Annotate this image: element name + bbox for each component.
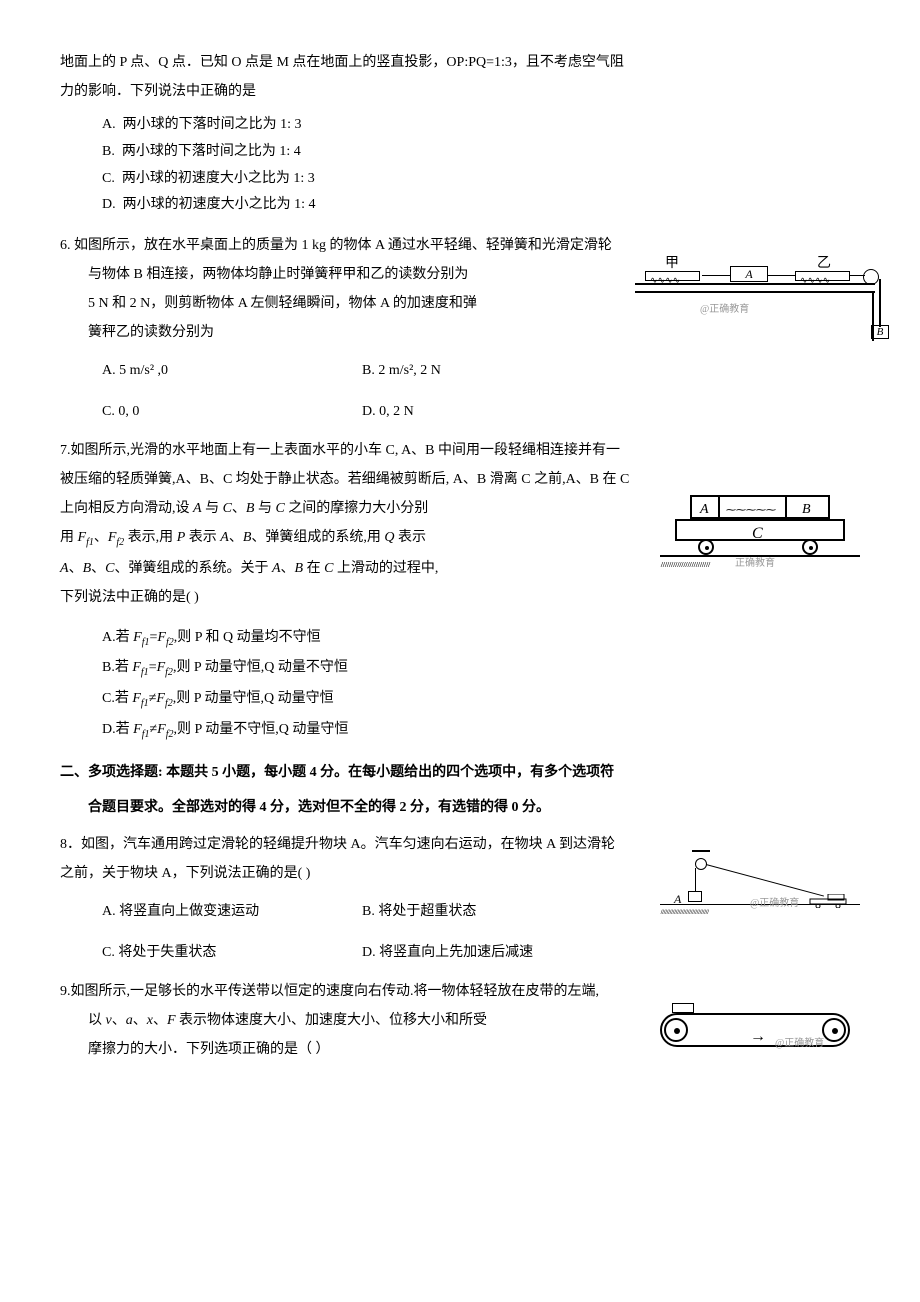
ff2-sym: Ff2: [108, 530, 124, 545]
q6-stem-4: 簧秤乙的读数分别为: [60, 320, 580, 345]
q7-figure: A ⁓⁓⁓⁓⁓ B C //////////////////////// 正确教…: [660, 493, 860, 573]
fig8-block-a: [688, 891, 702, 902]
fig7-a-divider: [718, 497, 720, 517]
q9-block: 9.如图所示,一足够长的水平传送带以恒定的速度向右传动.将一物体轻轻放在皮带的左…: [60, 979, 860, 1063]
q5-option-d: D. 两小球的初速度大小之比为 1: 4: [60, 192, 860, 219]
q5-option-c-text: 两小球的初速度大小之比为 1: 3: [122, 171, 315, 186]
fig8-watermark: @正确教育: [750, 895, 799, 913]
q7-stem-5: A、B、C、弹簧组成的系统。关于 A、B 在 C 上滑动的过程中,: [60, 556, 580, 581]
q6-stem-2: 与物体 B 相连接，两物体均静止时弹簧秤甲和乙的读数分别为: [60, 262, 580, 287]
fig6-watermark: @正确教育: [700, 301, 749, 319]
fig7-wheel-left: [698, 539, 714, 555]
q6-stem-3: 5 N 和 2 N，则剪断物体 A 左侧轻绳瞬间，物体 A 的加速度和弹: [60, 291, 580, 316]
q9-stem-2: 以 v、a、x、F 表示物体速度大小、加速度大小、位移大小和所受: [60, 1008, 590, 1033]
fig8-rope-vertical: [695, 868, 696, 892]
q7-stem-2: 被压缩的轻质弹簧,A、B、C 均处于静止状态。若细绳被剪断后, A、B 滑离 C…: [60, 467, 860, 492]
q7-option-a: A.若 Ff1=Ff2,则 P 和 Q 动量均不守恒: [60, 623, 860, 654]
q8-option-c: C. 将处于失重状态: [102, 940, 362, 965]
q7-stem-6: 下列说法中正确的是( ): [60, 585, 580, 610]
fig8-rope-diagonal: [706, 864, 824, 897]
q7-option-d: D.若 Ff1≠Ff2,则 P 动量不守恒,Q 动量守恒: [60, 715, 860, 746]
q6-block: 6. 如图所示，放在水平桌面上的质量为 1 kg 的物体 A 通过水平轻绳、轻弹…: [60, 233, 860, 424]
q6-option-a: A. 5 m/s² ,0: [102, 358, 362, 383]
section2-heading-1: 二、多项选择题: 本题共 5 小题，每小题 4 分。在每小题给出的四个选项中，有…: [60, 760, 860, 785]
q6-options-row1: A. 5 m/s² ,0 B. 2 m/s², 2 N: [60, 358, 860, 383]
q8-options-row2: C. 将处于失重状态 D. 将竖直向上先加速后减速: [60, 940, 860, 965]
q5-option-d-text: 两小球的初速度大小之比为 1: 4: [123, 197, 316, 212]
fig8-mount: [692, 850, 710, 858]
fig9-roller-left: [664, 1018, 688, 1042]
q7-block: 7.如图所示,光滑的水平地面上有一上表面水平的小车 C, A、B 中间用一段轻绳…: [60, 438, 860, 746]
fig6-rope-vertical: [879, 279, 881, 327]
q7-stem-4: 用 Ff1、Ff2 表示,用 P 表示 A、B、弹簧组成的系统,用 Q 表示: [60, 525, 580, 552]
q6-option-c: C. 0, 0: [102, 399, 362, 424]
fig6-block-a: A: [730, 266, 768, 282]
q5-option-a: A. 两小球的下落时间之比为 1: 3: [60, 112, 860, 139]
ff1-sym: Ff1: [78, 530, 94, 545]
q6-option-b: B. 2 m/s², 2 N: [362, 358, 562, 383]
fig9-roller-right: [822, 1018, 846, 1042]
fig7-label-c: C: [752, 520, 763, 549]
fig9-watermark: @正确教育: [775, 1035, 824, 1053]
q8-option-b: B. 将处于超重状态: [362, 899, 562, 924]
fig9-arrow-icon: →: [750, 1023, 766, 1052]
fig8-car: [808, 892, 848, 902]
q9-stem-1: 9.如图所示,一足够长的水平传送带以恒定的速度向右传动.将一物体轻轻放在皮带的左…: [60, 979, 860, 1004]
section2-heading-2: 合题目要求。全部选对的得 4 分，选对但不全的得 2 分，有选错的得 0 分。: [60, 795, 860, 820]
q6-options-row2: C. 0, 0 D. 0, 2 N: [60, 399, 860, 424]
q7-option-b: B.若 Ff1=Ff2,则 P 动量守恒,Q 动量不守恒: [60, 653, 860, 684]
q5-continuation-block: 地面上的 P 点、Q 点．已知 O 点是 M 点在地面上的竖直投影，OP:PQ=…: [60, 50, 860, 219]
q5-options: A. 两小球的下落时间之比为 1: 3 B. 两小球的下落时间之比为 1: 4 …: [60, 112, 860, 218]
fig7-spring: ⁓⁓⁓⁓⁓: [726, 502, 776, 520]
q6-option-d: D. 0, 2 N: [362, 399, 562, 424]
q9-figure: → @正确教育: [650, 1003, 860, 1058]
fig6-block-b: B: [871, 325, 889, 339]
q8-block: 8．如图，汽车通用跨过定滑轮的轻绳提升物块 A。汽车匀速向右运动，在物块 A 到…: [60, 832, 860, 965]
q5-stem-cont1: 地面上的 P 点、Q 点．已知 O 点是 M 点在地面上的竖直投影，OP:PQ=…: [60, 50, 860, 75]
q7-option-c: C.若 Ff1≠Ff2,则 P 动量守恒,Q 动量守恒: [60, 684, 860, 715]
q5-option-c: C. 两小球的初速度大小之比为 1: 3: [60, 166, 860, 193]
q5-stem-cont2: 力的影响．下列说法中正确的是: [60, 79, 860, 104]
q7-stem-1: 7.如图所示,光滑的水平地面上有一上表面水平的小车 C, A、B 中间用一段轻绳…: [60, 438, 860, 463]
fig7-watermark: 正确教育: [735, 555, 775, 573]
q8-figure: A //////////////////////////////// @正确教育: [660, 850, 860, 920]
fig9-block: [672, 1003, 694, 1013]
fig6-table-top: [635, 283, 875, 293]
q5-option-b-text: 两小球的下落时间之比为 1: 4: [122, 144, 301, 159]
q5-option-a-text: 两小球的下落时间之比为 1: 3: [123, 117, 302, 132]
fig6-rope-1: [702, 275, 730, 277]
fig7-b-divider: [785, 497, 787, 517]
fig6-rope-2: [768, 275, 795, 277]
q6-figure: 甲 乙 ∿∿∿∿ A ∿∿∿∿ B @正确教育: [635, 251, 905, 346]
q5-option-b: B. 两小球的下落时间之比为 1: 4: [60, 139, 860, 166]
q9-stem-3: 摩擦力的大小．下列选项正确的是（ ）: [60, 1037, 590, 1062]
q7-stem-3: 上向相反方向滑动,设 A 与 C、B 与 C 之间的摩擦力大小分别: [60, 496, 580, 521]
fig7-wheel-right: [802, 539, 818, 555]
q8-option-a: A. 将竖直向上做变速运动: [102, 899, 362, 924]
q8-option-d: D. 将竖直向上先加速后减速: [362, 940, 642, 965]
